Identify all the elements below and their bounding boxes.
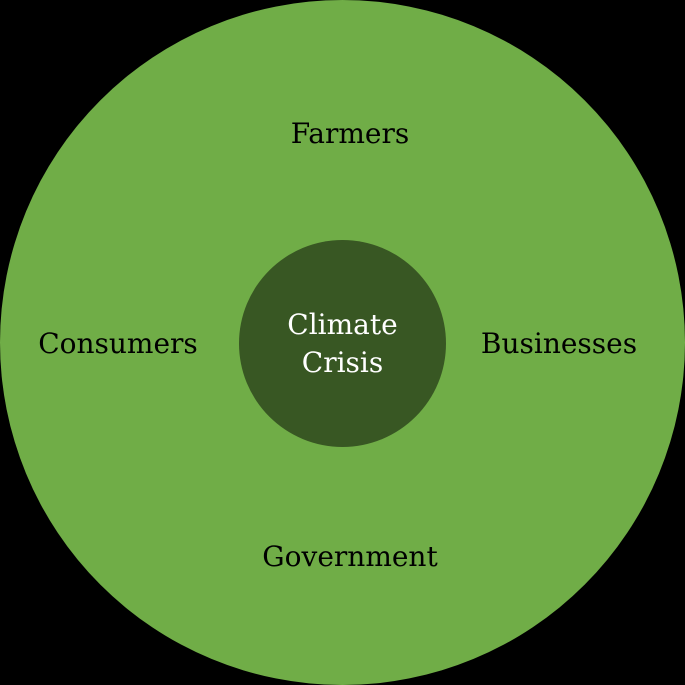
stakeholder-label-businesses: Businesses — [480, 327, 638, 360]
center-label-line-1: Climate — [287, 307, 398, 341]
stakeholder-label-government: Government — [262, 540, 438, 573]
center-circle: Climate Crisis — [239, 240, 446, 447]
stakeholder-label-consumers: Consumers — [38, 327, 198, 360]
center-label-line-2: Crisis — [301, 345, 384, 379]
stakeholder-label-farmers: Farmers — [290, 117, 410, 150]
